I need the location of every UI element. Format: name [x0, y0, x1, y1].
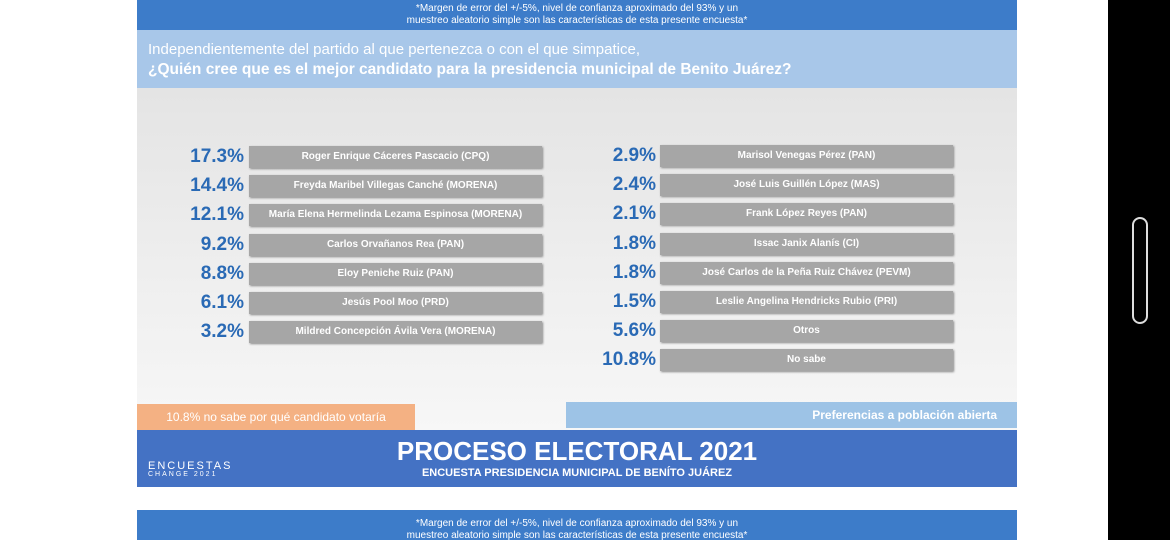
candidate-bar: Eloy Peniche Ruiz (PAN): [249, 262, 542, 285]
candidate-bar: Roger Enrique Cáceres Pascacio (CPQ): [249, 146, 542, 168]
list-area: [137, 88, 1017, 430]
question-intro: Independientemente del partido al que pe…: [148, 41, 641, 58]
percent: 12.1%: [190, 204, 244, 226]
percent: 2.9%: [612, 145, 656, 166]
percent: 6.1%: [200, 292, 244, 313]
percent: 1.8%: [612, 232, 656, 254]
bottom-strip: [137, 510, 1017, 540]
candidate-bar: Mildred Concepción Ávila Vera (MORENA): [249, 321, 542, 344]
orange-note: 10.8% no sabe por qué candidato votaría: [137, 404, 415, 430]
percent: 5.6%: [612, 320, 656, 342]
candidate-bar: José Luis Guillén López (MAS): [660, 174, 953, 197]
candidate-bar: Issac Janix Alanís (CI): [660, 232, 953, 255]
footer-title: PROCESO ELECTORAL 2021: [396, 436, 758, 466]
candidate-bar: María Elena Hermelinda Lezama Espinosa (…: [249, 204, 542, 227]
note-line: *Margen de error del +/-5%, nivel de con…: [415, 518, 739, 529]
logo-top: ENCUESTAS: [148, 460, 233, 472]
blue-note: Preferencias a población abierta: [566, 402, 1017, 428]
candidate-bar: José Carlos de la Peña Ruiz Chávez (PEVM…: [660, 261, 953, 284]
percent: 10.8%: [602, 349, 656, 371]
question-band: [137, 30, 1017, 88]
candidate-bar: Marisol Venegas Pérez (PAN): [660, 145, 953, 167]
note-line: *Margen de error del +/-5%, nivel de con…: [415, 3, 739, 14]
phone-edge: [1108, 0, 1170, 540]
candidate-bar: Leslie Angelina Hendricks Rubio (PRI): [660, 291, 953, 313]
candidate-bar: Freyda Maribel Villegas Canché (MORENA): [249, 175, 542, 198]
percent: 1.5%: [612, 291, 656, 312]
footer: [137, 430, 1017, 487]
question-text: ¿Quién cree que es el mejor candidato pa…: [148, 61, 792, 78]
logo-bottom: CHANGE 2021: [148, 471, 218, 478]
note-line: muestreo aleatorio simple son las caract…: [406, 530, 748, 541]
percent: 17.3%: [190, 146, 244, 167]
percent: 2.1%: [612, 203, 656, 225]
note-line: muestreo aleatorio simple son las caract…: [406, 15, 748, 26]
scrollbar[interactable]: [1132, 217, 1148, 324]
percent: 9.2%: [200, 233, 244, 255]
candidate-bar: Frank López Reyes (PAN): [660, 203, 953, 226]
percent: 3.2%: [200, 321, 244, 343]
candidate-bar: No sabe: [660, 349, 953, 372]
percent: 8.8%: [200, 262, 244, 284]
candidate-bar: Jesús Pool Moo (PRD): [249, 292, 542, 314]
percent: 2.4%: [612, 174, 656, 196]
top-strip: [137, 0, 1017, 30]
candidate-bar: Otros: [660, 320, 953, 343]
percent: 14.4%: [190, 175, 244, 197]
percent: 1.8%: [612, 261, 656, 283]
footer-subtitle: ENCUESTA PRESIDENCIA MUNICIPAL DE BENÍTO…: [421, 467, 733, 479]
candidate-bar: Carlos Orvañanos Rea (PAN): [249, 233, 542, 256]
